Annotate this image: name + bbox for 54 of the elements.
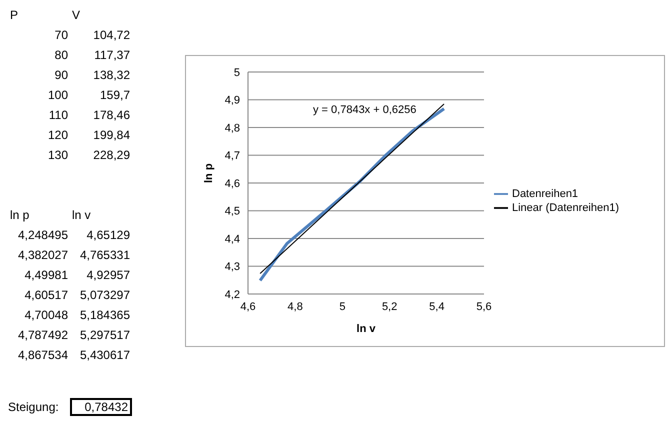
legend-label: Datenreihen1 bbox=[512, 188, 578, 200]
text: 228,29 bbox=[92, 148, 130, 162]
text: 4,65129 bbox=[86, 228, 130, 242]
text: 199,84 bbox=[92, 128, 130, 142]
text: 4,92957 bbox=[86, 268, 130, 282]
x-tick-label: 5 bbox=[339, 300, 346, 313]
text: 4,765331 bbox=[78, 248, 130, 262]
y-axis-title: ln p bbox=[202, 163, 215, 183]
annotation: y = 0,7843x + 0,6256 bbox=[313, 104, 416, 116]
y-tick-label: 4,7 bbox=[224, 150, 240, 162]
y-tick-label: 5 bbox=[234, 66, 240, 79]
text: 5,430617 bbox=[78, 348, 130, 362]
text: ln v bbox=[71, 208, 92, 222]
x-tick-label: 5,6 bbox=[476, 300, 492, 313]
text: 5,073297 bbox=[78, 288, 130, 302]
text: 4,248495 bbox=[16, 228, 68, 242]
y-tick-label: 4,4 bbox=[224, 233, 240, 246]
text: 178,46 bbox=[92, 108, 130, 122]
x-tick-label: 4,8 bbox=[288, 300, 303, 313]
text: 5,297517 bbox=[78, 328, 130, 342]
text: 80 bbox=[54, 48, 68, 62]
text: 100 bbox=[46, 88, 68, 102]
text: 159,7 bbox=[98, 88, 130, 102]
text: P bbox=[9, 8, 20, 22]
text: 120 bbox=[46, 128, 68, 142]
text: 130 bbox=[46, 148, 68, 162]
legend-label: Linear (Datenreihen1) bbox=[512, 202, 620, 214]
text: Steigung: bbox=[8, 400, 59, 414]
text: 4,382027 bbox=[16, 248, 68, 262]
y-tick-label: 4,2 bbox=[224, 288, 240, 301]
text: 138,32 bbox=[92, 68, 130, 82]
y-tick-label: 4,6 bbox=[224, 178, 240, 190]
text: 0,78432 bbox=[70, 398, 132, 416]
text: V bbox=[71, 8, 82, 22]
text: 4,60517 bbox=[24, 288, 68, 302]
text: 70 bbox=[54, 28, 68, 42]
x-tick-label: 5,4 bbox=[429, 300, 444, 313]
x-axis-title: ln v bbox=[356, 323, 376, 335]
text: 104,72 bbox=[92, 28, 130, 42]
text: 4,787492 bbox=[16, 328, 68, 342]
text: ln p bbox=[9, 208, 30, 222]
x-tick-label: 4,6 bbox=[240, 300, 256, 313]
text: 5,184365 bbox=[78, 308, 130, 322]
y-tick-label: 4,9 bbox=[224, 94, 240, 107]
y-tick-label: 4,5 bbox=[224, 206, 240, 218]
text: 110 bbox=[48, 108, 68, 122]
text: 4,867534 bbox=[16, 348, 68, 362]
text: 117,37 bbox=[93, 48, 130, 62]
text: 4,49981 bbox=[24, 268, 68, 282]
text: 90 bbox=[54, 68, 68, 82]
text: 4,70048 bbox=[24, 308, 68, 322]
y-tick-label: 4,8 bbox=[224, 122, 240, 134]
x-tick-label: 5,2 bbox=[382, 300, 398, 313]
y-tick-label: 4,3 bbox=[224, 261, 240, 274]
